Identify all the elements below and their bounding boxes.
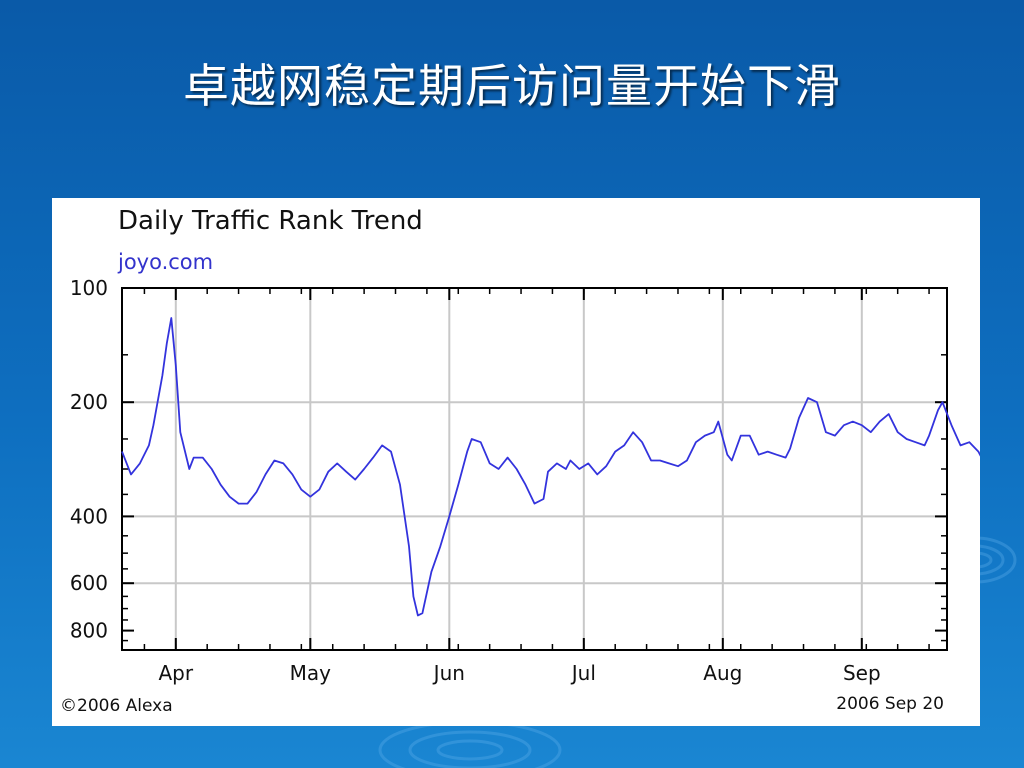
x-tick-label: Aug: [703, 661, 742, 685]
x-tick-label: Apr: [158, 661, 193, 685]
x-tick-label: Sep: [843, 661, 881, 685]
chart-title: Daily Traffic Rank Trend: [118, 206, 423, 236]
y-tick-label: 200: [70, 390, 108, 414]
copyright-text: ©2006 Alexa: [60, 696, 173, 716]
traffic-rank-series-line: [121, 317, 980, 617]
traffic-rank-chart: 100 200 400 600 800 Apr May Jun Jul Aug Sep: [70, 276, 980, 685]
y-tick-label: 400: [70, 504, 108, 528]
x-tick-label: Jul: [570, 661, 596, 685]
x-tick-label: May: [290, 661, 332, 685]
y-tick-label: 800: [70, 619, 108, 643]
chart-panel: Daily Traffic Rank Trend joyo.com 100 200…: [52, 198, 980, 726]
slide-title: 卓越网稳定期后访问量开始下滑: [183, 59, 841, 113]
x-tick-label: Jun: [432, 661, 465, 685]
chart-date-text: 2006 Sep 20: [836, 694, 944, 714]
y-tick-label: 600: [70, 571, 108, 595]
chart-subtitle-link[interactable]: joyo.com: [118, 250, 214, 274]
y-tick-label: 100: [70, 276, 108, 300]
plot-frame: [121, 287, 948, 651]
